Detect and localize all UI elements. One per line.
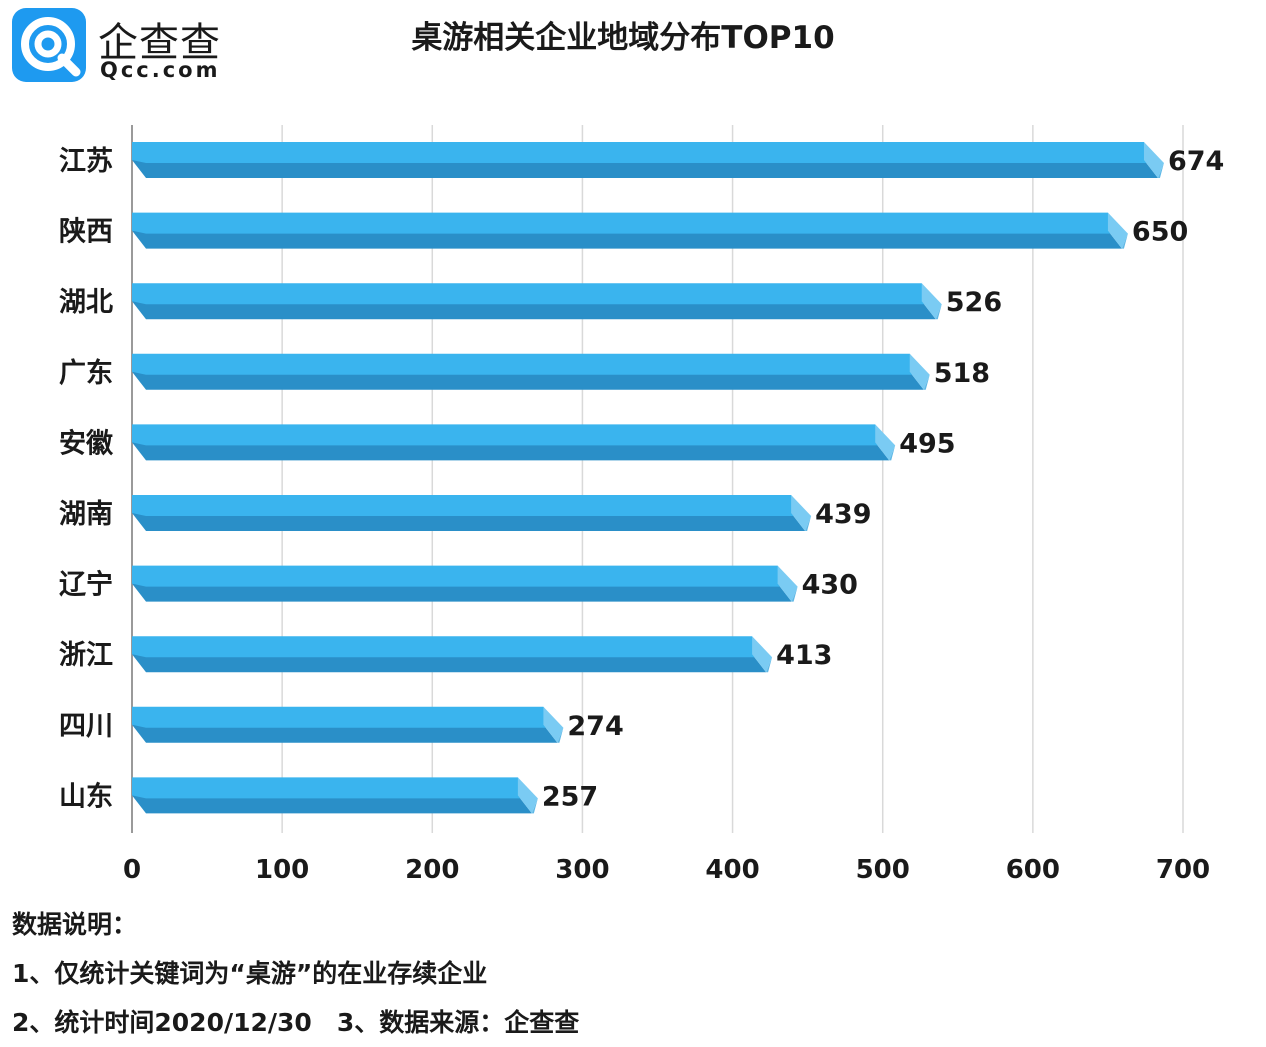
data-label: 413 [776, 640, 832, 671]
bar-end-cap [543, 706, 564, 743]
bar [132, 495, 812, 531]
notes-heading: 数据说明： [12, 910, 138, 939]
category-label: 山东 [59, 780, 113, 812]
brand-logo: 企查查 Qcc.com [12, 8, 242, 88]
x-tick-label: 300 [555, 855, 609, 885]
bar-upper-face [132, 424, 890, 446]
notes-line-2: 2、统计时间2020/12/30 3、数据来源：企查查 [12, 1008, 580, 1037]
bar-lower-face [132, 654, 767, 673]
bar-lower-face [132, 442, 890, 461]
bar-upper-face [132, 777, 532, 799]
category-label: 湖北 [59, 287, 113, 318]
data-label: 650 [1132, 217, 1188, 248]
bar-lower-face [132, 513, 806, 531]
bar [132, 424, 896, 461]
x-tick-label: 500 [856, 855, 910, 885]
bar-upper-face [132, 212, 1122, 234]
bar-end-edge [791, 586, 798, 602]
bar-lower-face [132, 160, 1158, 178]
bar-end-cap [909, 353, 930, 390]
data-label: 274 [567, 711, 623, 742]
data-label: 495 [899, 428, 955, 459]
bar-upper-face [132, 353, 924, 375]
data-label: 439 [815, 499, 871, 530]
bar [132, 353, 930, 390]
bar-end-cap [791, 495, 812, 531]
bar-end-edge [805, 516, 812, 531]
brand-name-en: Qcc.com [100, 58, 221, 82]
bar [132, 142, 1164, 178]
x-tick-label: 700 [1156, 855, 1210, 885]
bar-lower-face [132, 371, 924, 390]
category-label: 辽宁 [59, 569, 113, 601]
x-tick-label: 400 [705, 855, 759, 885]
bar-end-edge [531, 798, 538, 814]
bar-lower-face [132, 301, 936, 320]
bar-upper-face [132, 142, 1158, 163]
bar-upper-face [132, 565, 792, 587]
bar-end-cap [517, 777, 538, 814]
bar-upper-face [132, 706, 558, 728]
bar-lower-face [132, 795, 532, 814]
bar-end-edge [935, 304, 942, 320]
x-tick-label: 0 [123, 855, 141, 885]
bar [132, 283, 942, 320]
data-label: 430 [802, 570, 858, 601]
category-label: 湖南 [59, 499, 113, 530]
bar-lower-face [132, 724, 558, 743]
bar [132, 212, 1128, 249]
category-label: 浙江 [59, 640, 113, 671]
labels: 0 100 200 300 400 500 600 700 江苏 674 陕西 650 湖北 526 广东 5… [59, 146, 1224, 885]
bar-end-edge [766, 657, 773, 673]
bar-end-edge [557, 727, 564, 743]
x-tick-label: 600 [1006, 855, 1060, 885]
bar-end-edge [923, 374, 930, 390]
bar [132, 706, 564, 743]
brand-name-cn: 企查查 [98, 20, 221, 66]
category-label: 安徽 [59, 428, 114, 459]
x-tick-label: 100 [255, 855, 309, 885]
category-label: 广东 [59, 357, 113, 389]
bar-upper-face [132, 636, 767, 658]
bar-end-edge [1157, 163, 1164, 178]
bars [132, 142, 1164, 814]
data-notes: 数据说明： 1、仅统计关键词为“桌游”的在业存续企业 2、统计时间2020/12… [12, 900, 579, 1047]
bar-lower-face [132, 230, 1122, 249]
bar-end-edge [889, 445, 896, 461]
bar-upper-face [132, 495, 806, 516]
bar-lower-face [132, 583, 792, 602]
bar [132, 777, 538, 814]
bar-upper-face [132, 283, 936, 305]
x-tick-label: 200 [405, 855, 459, 885]
category-label: 陕西 [59, 217, 113, 248]
bar [132, 565, 798, 602]
notes-line-1: 1、仅统计关键词为“桌游”的在业存续企业 [12, 959, 488, 988]
data-label: 257 [542, 781, 598, 812]
data-label: 674 [1168, 146, 1224, 177]
data-label: 526 [946, 287, 1002, 318]
bar-end-cap [1107, 212, 1128, 249]
bar-end-cap [921, 283, 942, 320]
category-label: 四川 [59, 711, 113, 742]
bar [132, 636, 773, 673]
bar-end-cap [752, 636, 773, 673]
chart-title: 桌游相关企业地域分布TOP10 [411, 20, 835, 56]
bar-end-edge [1121, 233, 1128, 249]
qcc-magnifier-logo-icon [12, 8, 86, 82]
data-label: 518 [934, 358, 990, 389]
bar-end-cap [875, 424, 896, 461]
bar-end-cap [1143, 142, 1164, 178]
bar-end-cap [777, 565, 798, 602]
category-label: 江苏 [59, 146, 113, 177]
